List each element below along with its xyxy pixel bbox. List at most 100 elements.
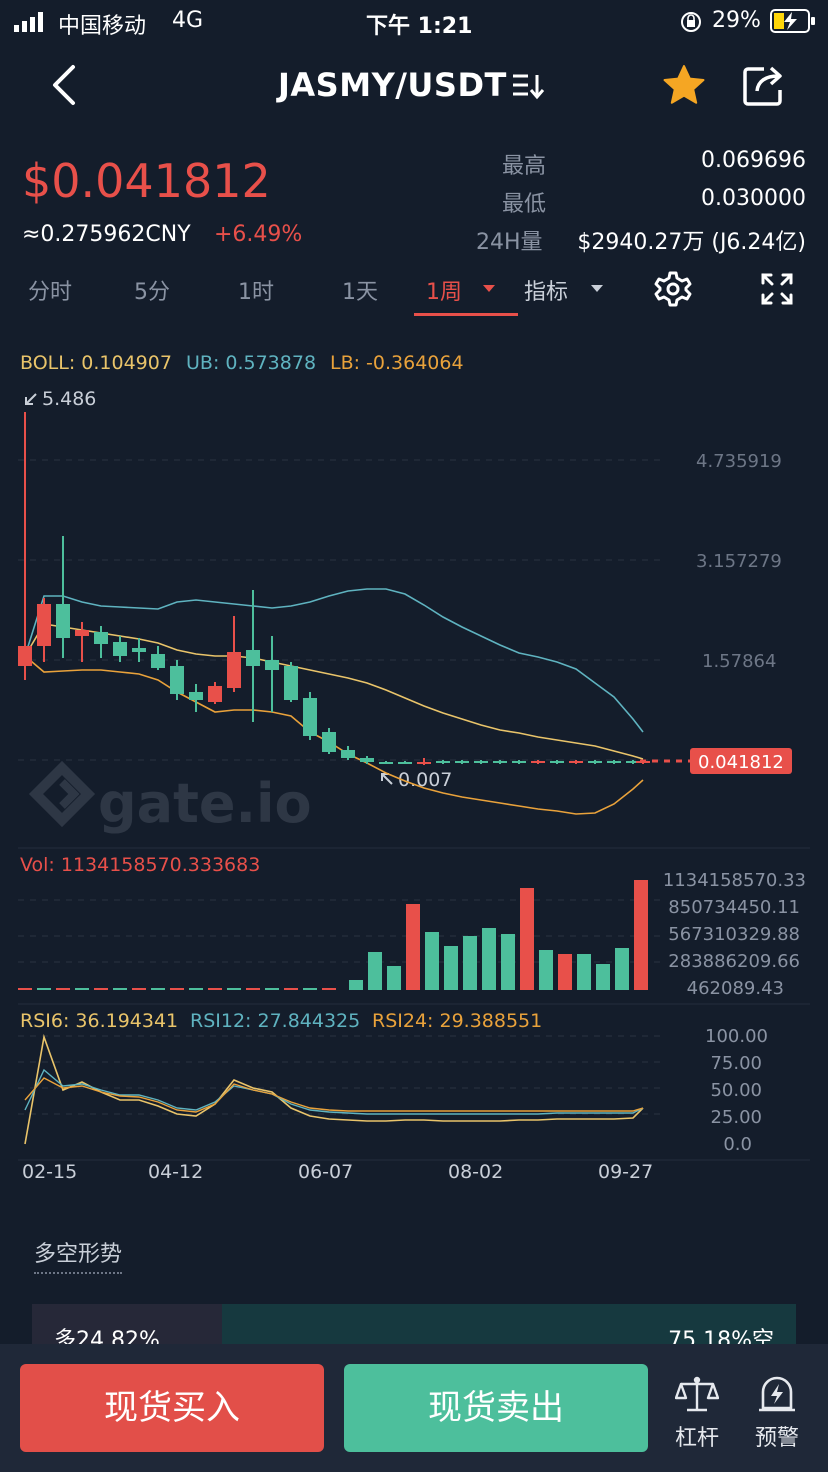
- switch-pair-icon[interactable]: [510, 72, 546, 100]
- settings-gear-icon[interactable]: [654, 270, 692, 308]
- tab-time-sharing[interactable]: 分时: [28, 280, 73, 305]
- leverage-label: 杠杆: [674, 1426, 719, 1451]
- last-price: $0.041812: [22, 154, 271, 208]
- candle-body: [265, 660, 279, 670]
- fullscreen-icon[interactable]: [760, 272, 794, 306]
- chart-canvas: gate.io 4.735919 3.157279 1.57864 5.486 …: [18, 388, 810, 1183]
- candle-body: [474, 761, 488, 763]
- volume-tick: 1134158570.33: [663, 870, 806, 891]
- rsi-tick: 75.00: [710, 1053, 762, 1074]
- candle-body: [512, 761, 526, 763]
- volume-bar: [113, 988, 127, 990]
- volume-bar: [94, 988, 108, 990]
- candle-body: [246, 650, 260, 666]
- candle-body: [455, 761, 469, 763]
- candle-body: [493, 761, 507, 763]
- volume-bar: [482, 928, 496, 990]
- tab-1day[interactable]: 1天: [342, 280, 378, 305]
- tab-1hour[interactable]: 1时: [238, 280, 274, 305]
- rsi12-label: RSI12: 27.844325: [190, 1010, 360, 1032]
- battery-percent: 29%: [712, 8, 761, 33]
- volume-bar: [387, 966, 401, 990]
- volume-value-label: Vol: 1134158570.333683: [20, 854, 260, 876]
- price-tick: 1.57864: [702, 651, 776, 672]
- scale-balance-icon: [674, 1376, 720, 1412]
- alert-bolt-icon: [759, 1376, 795, 1412]
- spot-sell-button[interactable]: 现货卖出: [344, 1364, 648, 1452]
- favorite-star-icon[interactable]: [662, 64, 706, 106]
- volume-tick: 850734450.11: [668, 897, 800, 918]
- chevron-down-icon[interactable]: [590, 284, 604, 294]
- volume-bar: [265, 988, 279, 990]
- date-tick: 06-07: [298, 1161, 353, 1183]
- volume-bar-series: [18, 880, 648, 990]
- active-tab-underline: [414, 313, 518, 316]
- candle-body: [132, 648, 146, 652]
- candle-body: [398, 762, 412, 764]
- date-tick: 08-02: [448, 1161, 503, 1183]
- share-icon[interactable]: [742, 64, 786, 108]
- volume-bar: [56, 988, 70, 990]
- max-arrow-icon: [25, 393, 37, 405]
- chevron-down-icon[interactable]: [482, 284, 496, 294]
- long-short-title[interactable]: 多空形势: [34, 1236, 123, 1274]
- leverage-button[interactable]: 杠杆: [662, 1374, 732, 1452]
- volume-bar: [368, 952, 382, 990]
- price-tick: 3.157279: [696, 551, 782, 572]
- volume-bar: [634, 880, 648, 990]
- date-tick: 02-15: [22, 1161, 77, 1183]
- tab-1week[interactable]: 1周: [426, 280, 462, 305]
- back-icon[interactable]: [48, 64, 78, 106]
- volume-bar: [596, 964, 610, 990]
- candle-body: [322, 732, 336, 752]
- volume-bar: [208, 988, 222, 990]
- interval-tabs: 分时 5分 1时 1天 1周 指标: [0, 262, 828, 320]
- rsi-tick: 25.00: [710, 1107, 762, 1128]
- candle-body: [208, 686, 222, 702]
- candle-body: [284, 666, 298, 700]
- rsi-tick: 100.00: [705, 1026, 768, 1047]
- tab-indicators[interactable]: 指标: [524, 280, 569, 305]
- clock: 下午 1:21: [366, 14, 473, 39]
- volume-bar: [303, 988, 317, 990]
- candle-body: [550, 761, 564, 763]
- volume-bar: [501, 934, 515, 990]
- boll-lower-line: [24, 655, 644, 815]
- volume-bar: [520, 888, 534, 990]
- candle-body: [531, 761, 545, 763]
- status-bar: 中国移动 4G 下午 1:21 29%: [0, 0, 828, 44]
- volume-bar: [132, 988, 146, 990]
- candle-body: [37, 604, 51, 646]
- volume-bar: [577, 954, 591, 990]
- volume-bar: [539, 950, 553, 990]
- pair-title[interactable]: JASMY/USDT: [278, 66, 507, 104]
- volume-bar: [37, 988, 51, 990]
- tab-5min[interactable]: 5分: [134, 280, 170, 305]
- candle-body: [607, 761, 621, 763]
- rsi24-label: RSI24: 29.388551: [372, 1010, 542, 1032]
- volume-bar: [75, 988, 89, 990]
- spot-buy-button[interactable]: 现货买入: [20, 1364, 324, 1452]
- rsi-tick: 0.0: [723, 1134, 752, 1155]
- low-label: 最低: [502, 192, 547, 217]
- candle-body: [227, 652, 241, 688]
- price-alert-button[interactable]: 预警: [742, 1374, 812, 1452]
- price-summary: $0.041812 ≈0.275962CNY +6.49% 最高 0.06969…: [0, 140, 828, 260]
- cny-price: ≈0.275962CNY: [22, 222, 191, 247]
- volume-bar: [406, 904, 420, 990]
- kline-chart[interactable]: BOLL: 0.104907 UB: 0.573878 LB: -0.36406…: [0, 340, 828, 1190]
- ub-value: UB: 0.573878: [186, 352, 317, 374]
- high-value: 0.069696: [701, 148, 806, 173]
- battery-charging-icon: [770, 9, 815, 33]
- volume-value: $2940.27万 (J6.24亿): [577, 230, 806, 255]
- candle-body: [56, 604, 70, 638]
- nav-bar: JASMY/USDT: [0, 44, 828, 124]
- volume-bar: [463, 936, 477, 990]
- svg-text:gate.io: gate.io: [98, 772, 312, 835]
- volume-tick: 283886209.66: [668, 951, 800, 972]
- volume-bar: [615, 948, 629, 990]
- current-price-badge: [690, 748, 792, 774]
- current-price-label: 0.041812: [698, 752, 784, 773]
- volume-bar: [151, 988, 165, 990]
- volume-bar: [189, 988, 203, 990]
